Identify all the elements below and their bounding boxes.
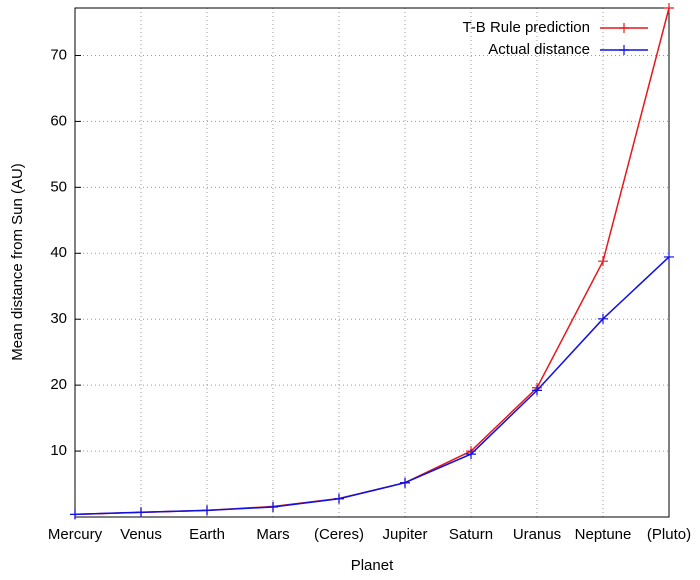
x-tick-label: Saturn [449,526,493,543]
y-tick-label: 10 [50,442,67,459]
point-marker [466,449,476,460]
point-marker [400,477,410,488]
x-tick-label: (Pluto) [647,526,691,543]
point-marker [136,507,146,518]
legend-label: Actual distance [488,41,590,58]
series-line [74,256,670,516]
y-tick-label: 20 [50,376,67,393]
point-marker [664,251,674,262]
y-tick-label: 50 [50,178,67,195]
y-tick-label: 40 [50,244,67,261]
x-tick-label: Venus [120,526,162,543]
x-axis-label: Planet [351,557,394,574]
legend-label: T-B Rule prediction [462,19,590,36]
point-marker [598,313,608,324]
point-marker [334,493,344,504]
point-marker [664,3,674,13]
point-marker [70,509,80,520]
x-tick-label: Uranus [513,526,561,543]
x-tick-label: Mars [256,526,289,543]
legend-marker [619,45,629,55]
y-axis-label: Mean distance from Sun (AU) [9,163,26,361]
point-marker [202,505,212,516]
point-marker [598,256,608,267]
y-tick-label: 30 [50,310,67,327]
y-tick-label: 60 [50,112,67,129]
point-marker [532,385,542,396]
plot-frame [74,7,670,518]
series-line [74,7,670,516]
x-tick-label: Earth [189,526,225,543]
x-tick-label: Jupiter [382,526,427,543]
x-tick-label: Mercury [48,526,103,543]
x-tick-label: (Ceres) [314,526,364,543]
y-tick-label: 70 [50,46,67,63]
point-marker [268,501,278,512]
x-tick-label: Neptune [575,526,632,543]
legend-marker [619,23,629,33]
